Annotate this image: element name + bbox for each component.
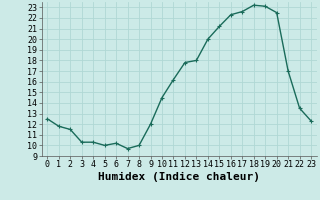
X-axis label: Humidex (Indice chaleur): Humidex (Indice chaleur) — [98, 172, 260, 182]
